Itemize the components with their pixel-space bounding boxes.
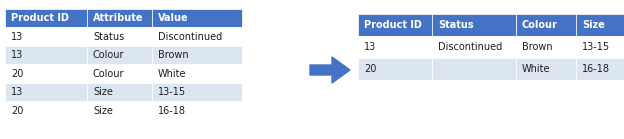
Bar: [576, 36, 624, 58]
Text: White: White: [158, 69, 187, 79]
Text: 20: 20: [364, 64, 376, 74]
Bar: [152, 46, 242, 64]
Text: 20: 20: [11, 106, 23, 116]
Bar: [5, 83, 87, 101]
Text: 13: 13: [364, 42, 376, 52]
Bar: [516, 36, 576, 58]
Bar: [576, 14, 624, 36]
Text: 16-18: 16-18: [158, 106, 186, 116]
Bar: [152, 9, 242, 28]
Bar: [5, 46, 87, 64]
Text: White: White: [522, 64, 550, 74]
Text: Size: Size: [93, 106, 113, 116]
Bar: [152, 83, 242, 101]
Text: Size: Size: [582, 20, 605, 30]
Text: Discontinued: Discontinued: [158, 32, 222, 42]
Text: Status: Status: [438, 20, 474, 30]
Bar: [5, 64, 87, 83]
Text: Brown: Brown: [158, 50, 188, 60]
Bar: [87, 83, 152, 101]
Text: 13: 13: [11, 32, 23, 42]
Text: Status: Status: [93, 32, 124, 42]
Bar: [87, 64, 152, 83]
Text: 16-18: 16-18: [582, 64, 610, 74]
Text: Size: Size: [93, 87, 113, 97]
Text: Product ID: Product ID: [364, 20, 422, 30]
Text: Colour: Colour: [93, 50, 125, 60]
Bar: [516, 14, 576, 36]
Bar: [87, 46, 152, 64]
Text: Attribute: Attribute: [93, 13, 144, 23]
Bar: [87, 101, 152, 120]
Text: Product ID: Product ID: [11, 13, 69, 23]
Bar: [432, 14, 516, 36]
Bar: [152, 28, 242, 46]
Bar: [432, 36, 516, 58]
Bar: [358, 58, 432, 80]
Text: 13-15: 13-15: [582, 42, 610, 52]
Bar: [516, 58, 576, 80]
Bar: [358, 36, 432, 58]
Bar: [87, 9, 152, 28]
Bar: [358, 14, 432, 36]
Bar: [432, 58, 516, 80]
Bar: [5, 101, 87, 120]
Text: 20: 20: [11, 69, 23, 79]
Text: Colour: Colour: [522, 20, 558, 30]
Bar: [5, 28, 87, 46]
Polygon shape: [310, 57, 350, 83]
Bar: [87, 28, 152, 46]
Bar: [152, 101, 242, 120]
Bar: [152, 64, 242, 83]
Text: Discontinued: Discontinued: [438, 42, 502, 52]
Text: 13: 13: [11, 50, 23, 60]
Text: Value: Value: [158, 13, 188, 23]
Bar: [576, 58, 624, 80]
Bar: [5, 9, 87, 28]
Text: Colour: Colour: [93, 69, 125, 79]
Text: 13: 13: [11, 87, 23, 97]
Text: Brown: Brown: [522, 42, 553, 52]
Text: 13-15: 13-15: [158, 87, 186, 97]
